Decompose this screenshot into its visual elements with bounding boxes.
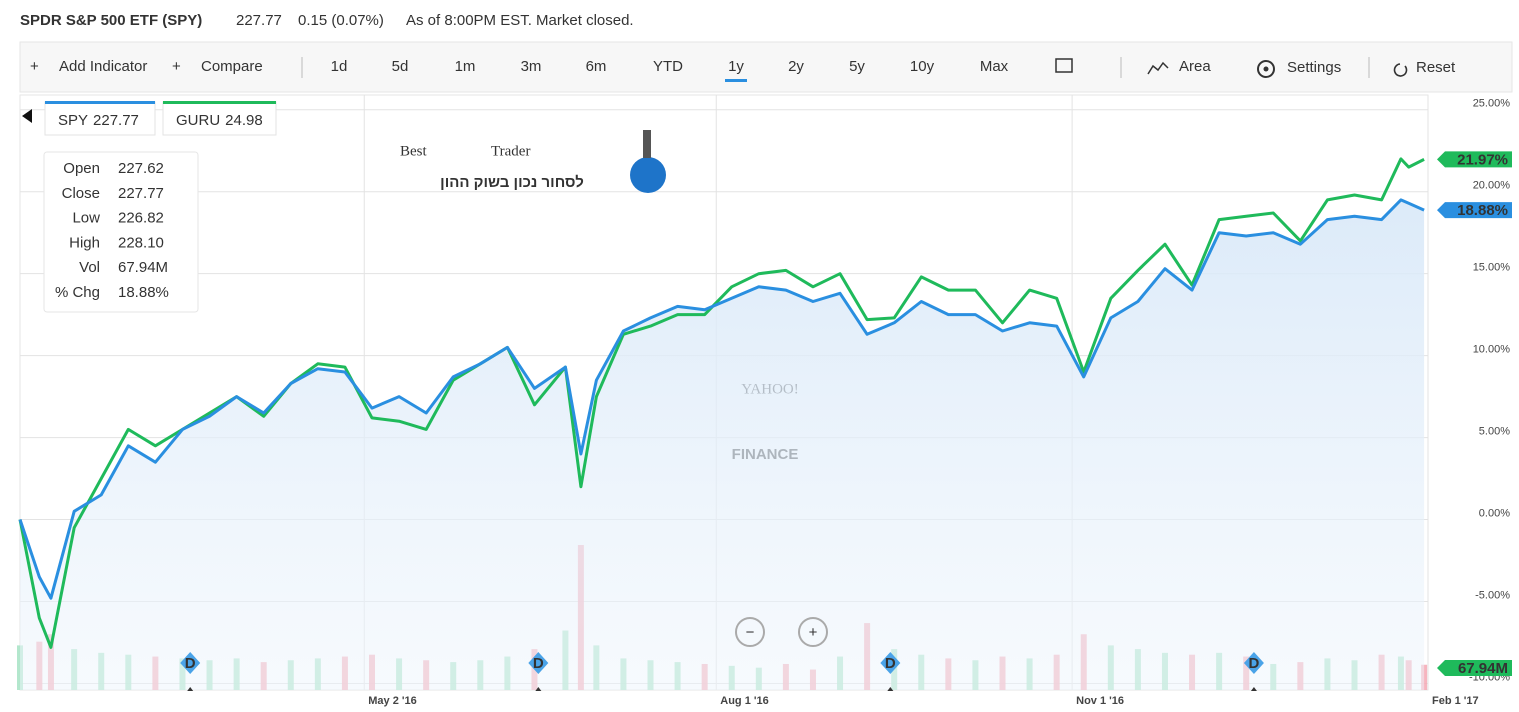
tooltip-label: Vol [79,259,100,276]
tooltip-value: 67.94M [118,259,168,276]
chart-type[interactable]: Area [1179,58,1211,75]
area-fill [20,199,1425,690]
title: SPDR S&P 500 ETF (SPY) [20,12,202,29]
zoom-button[interactable] [798,617,828,647]
legend-name: GURU [176,112,220,129]
tooltip-value: 227.62 [118,160,164,177]
legend-price: 227.77 [93,112,139,129]
y-tick-label: 15.00% [1473,262,1511,274]
range-button[interactable]: 6m [586,58,607,75]
range-button[interactable]: 2y [788,58,804,75]
logo-globe [630,157,666,193]
price: 227.77 [236,12,282,29]
tooltip-value: 228.10 [118,234,164,251]
change: 0.15 (0.07%) [298,12,384,29]
logo-trader: Trader [491,143,530,159]
event-label: D [885,655,896,672]
toolbar [19,41,1513,93]
event-tick [887,687,894,691]
settings-icon[interactable] [1257,60,1275,78]
reset[interactable]: Reset [1416,59,1456,76]
logo-best: Best [400,143,428,159]
range-button[interactable]: 10y [910,58,935,75]
zoom-button[interactable] [735,617,765,647]
event-tick [535,687,542,691]
range-button[interactable]: 1m [455,58,476,75]
range-button[interactable]: 5d [392,58,409,75]
settings-icon-dot [1263,66,1269,72]
tooltip-label: Close [62,185,100,202]
volume-bar [1421,664,1428,690]
last-badge [1437,202,1512,219]
area-icon [1147,61,1169,75]
tooltip-box [43,151,199,313]
x-tick-label: Aug 1 '16 [720,695,768,707]
logo-figure [643,130,651,158]
tooltip-label: High [69,234,100,251]
y-tick-label: 10.00% [1473,344,1511,356]
zoom-icon: + [809,624,818,641]
volume-label: 67.94M [1458,660,1508,677]
event-tick [1250,687,1257,691]
series-line [18,198,1425,600]
range-button[interactable]: 1d [331,58,348,75]
x-tick-label: Feb 1 '17 [1432,695,1479,707]
reset-icon [1393,63,1408,77]
legend-chip[interactable] [162,101,277,136]
last-label: 21.97% [1457,151,1508,168]
legend-chip-top [45,101,155,104]
event-marker[interactable] [1243,652,1264,674]
event-label: D [1249,655,1260,672]
legend-chip[interactable] [44,101,156,136]
tooltip-value: 226.82 [118,210,164,227]
event-label: D [533,655,544,672]
y-tick-label: 20.00% [1473,180,1511,192]
tooltip-label: Low [72,210,100,227]
volume-badge [1437,660,1512,676]
legend-entry: SPY 227.77 [58,112,139,129]
y-tick-label: 25.00% [1473,98,1511,110]
zoom-icon: − [746,624,755,641]
range-button[interactable]: 5y [849,58,865,75]
legend-price: 24.98 [225,112,263,129]
status: As of 8:00PM EST. Market closed. [406,12,634,29]
range-button[interactable]: YTD [653,58,683,75]
legend-name: SPY [58,112,88,129]
event-label: D [185,655,196,672]
legend-chip-top [163,101,276,104]
tooltip-label: Open [63,160,100,177]
event-tick [187,687,194,691]
y-tick-label: 5.00% [1479,425,1510,437]
settings[interactable]: Settings [1287,59,1341,76]
range-button[interactable]: Max [980,58,1009,75]
add-indicator[interactable]: Add Indicator [59,58,147,75]
collapse-arrow[interactable] [22,109,32,123]
event-marker[interactable] [880,652,901,674]
event-marker[interactable] [528,652,549,674]
plus-icon: + [30,58,39,75]
range-button[interactable]: 1y [728,58,744,75]
legend-entry: GURU 24.98 [176,112,263,129]
x-tick-label: Nov 1 '16 [1076,695,1124,707]
y-tick-label: 0.00% [1479,507,1510,519]
range-underline [725,79,747,82]
compare[interactable]: Compare [201,58,263,75]
x-tick-label: May 2 '16 [368,695,416,707]
event-marker[interactable] [180,652,201,674]
last-badge [1437,151,1512,168]
calendar-icon[interactable] [1055,58,1073,73]
logo-tagline: לסחור נכון בשוק ההון [440,174,584,191]
tooltip-value: 18.88% [118,284,169,301]
tooltip-label: % Chg [55,284,100,301]
range-button[interactable]: 3m [521,58,542,75]
y-tick-label: -5.00% [1475,589,1510,601]
plus-icon: + [172,58,181,75]
last-label: 18.88% [1457,202,1508,219]
tooltip-value: 227.77 [118,185,164,202]
